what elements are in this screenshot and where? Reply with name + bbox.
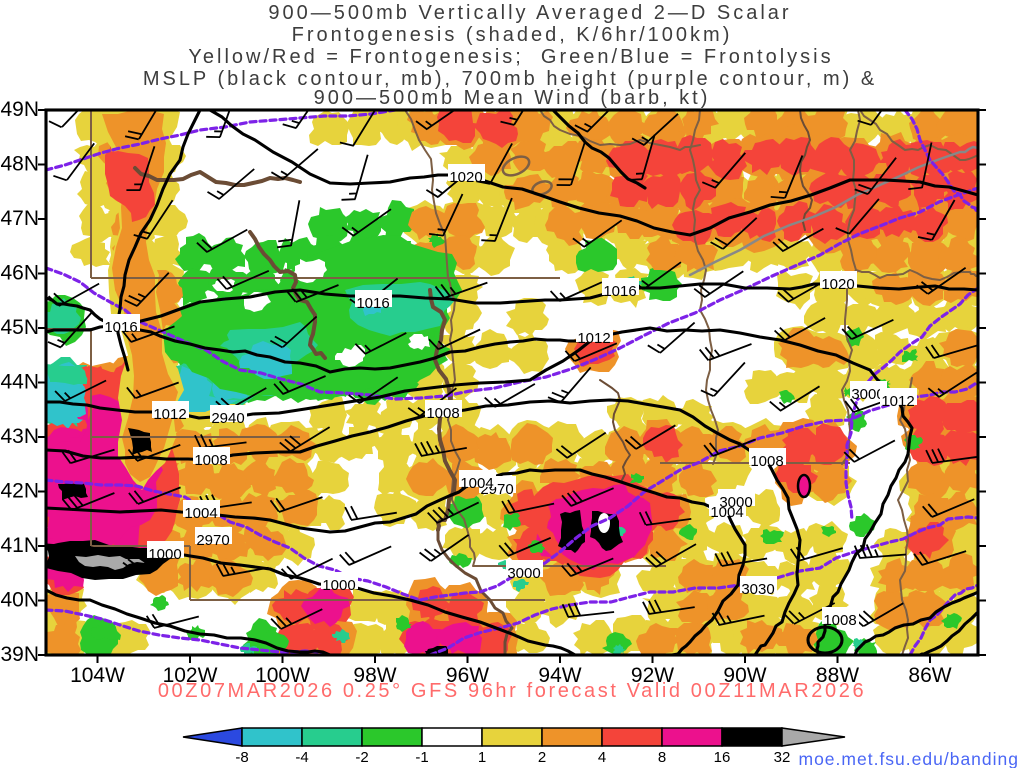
- svg-text:1012: 1012: [577, 330, 610, 347]
- svg-text:3030: 3030: [741, 581, 774, 598]
- svg-text:3000: 3000: [851, 386, 884, 403]
- svg-text:00Z07MAR2026 0.25° GFS 96hr fo: 00Z07MAR2026 0.25° GFS 96hr forecast Val…: [158, 680, 866, 702]
- svg-text:46N: 46N: [0, 262, 39, 285]
- svg-text:104W: 104W: [70, 664, 125, 687]
- svg-text:moe.met.fsu.edu/banding: moe.met.fsu.edu/banding: [799, 749, 1020, 768]
- svg-text:49N: 49N: [0, 98, 39, 121]
- svg-text:2970: 2970: [196, 532, 229, 549]
- svg-text:900—500mb Vertically Averaged: 900—500mb Vertically Averaged 2—D Scalar: [268, 2, 791, 24]
- svg-text:3000: 3000: [719, 494, 752, 511]
- svg-text:16: 16: [714, 749, 731, 766]
- svg-text:40N: 40N: [0, 589, 39, 612]
- svg-text:92W: 92W: [631, 664, 674, 687]
- svg-text:1000: 1000: [322, 577, 355, 594]
- svg-text:1004: 1004: [460, 475, 493, 492]
- svg-text:8: 8: [658, 749, 666, 766]
- svg-text:-8: -8: [235, 749, 248, 766]
- svg-text:1004: 1004: [710, 504, 743, 521]
- svg-text:1016: 1016: [356, 295, 389, 312]
- svg-text:900—500mb Mean Wind (barb, kt): 900—500mb Mean Wind (barb, kt): [314, 87, 711, 109]
- svg-text:42N: 42N: [0, 480, 39, 503]
- svg-text:43N: 43N: [0, 425, 39, 448]
- svg-text:-4: -4: [295, 749, 308, 766]
- svg-text:86W: 86W: [908, 664, 951, 687]
- svg-text:4: 4: [598, 749, 606, 766]
- svg-text:1016: 1016: [104, 319, 137, 336]
- svg-text:1012: 1012: [153, 406, 186, 423]
- svg-text:MSLP (black contour, mb), 700m: MSLP (black contour, mb), 700mb height (…: [143, 68, 877, 90]
- svg-text:1008: 1008: [426, 405, 459, 422]
- svg-text:2: 2: [538, 749, 546, 766]
- svg-text:48N: 48N: [0, 153, 39, 176]
- svg-text:Frontogenesis (shaded, K/6hr/1: Frontogenesis (shaded, K/6hr/100km): [292, 24, 733, 46]
- svg-text:1008: 1008: [194, 452, 227, 469]
- svg-text:1020: 1020: [449, 169, 482, 186]
- svg-text:1008: 1008: [750, 453, 783, 470]
- svg-text:45N: 45N: [0, 316, 39, 339]
- svg-text:1008: 1008: [823, 612, 856, 629]
- svg-text:1004: 1004: [184, 505, 217, 522]
- svg-text:1016: 1016: [603, 283, 636, 300]
- svg-text:2940: 2940: [211, 410, 244, 427]
- svg-text:39N: 39N: [0, 643, 39, 666]
- svg-text:102W: 102W: [163, 664, 218, 687]
- svg-text:-2: -2: [355, 749, 368, 766]
- svg-text:-1: -1: [415, 749, 428, 766]
- svg-text:96W: 96W: [446, 664, 489, 687]
- svg-text:88W: 88W: [816, 664, 859, 687]
- svg-text:1: 1: [478, 749, 486, 766]
- svg-text:90W: 90W: [723, 664, 766, 687]
- svg-text:100W: 100W: [255, 664, 310, 687]
- svg-text:44N: 44N: [0, 371, 39, 394]
- svg-text:1000: 1000: [148, 546, 181, 563]
- svg-text:47N: 47N: [0, 207, 39, 230]
- svg-text:Yellow/Red = Frontogenesis; G: Yellow/Red = Frontogenesis; Green/Blue =…: [188, 46, 833, 68]
- svg-text:32: 32: [774, 749, 791, 766]
- svg-text:41N: 41N: [0, 534, 39, 557]
- svg-text:1020: 1020: [821, 276, 854, 293]
- svg-text:98W: 98W: [353, 664, 396, 687]
- svg-text:3000: 3000: [507, 565, 540, 582]
- svg-text:94W: 94W: [538, 664, 581, 687]
- svg-text:1012: 1012: [881, 393, 914, 410]
